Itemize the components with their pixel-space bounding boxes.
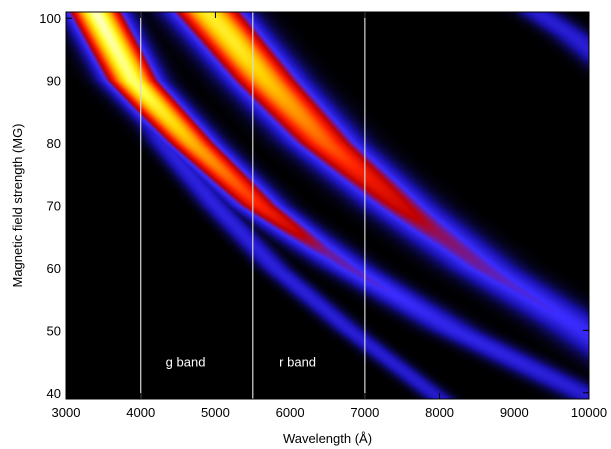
- x-tick-label: 8000: [425, 405, 454, 420]
- x-axis-title: Wavelength (Å): [283, 431, 372, 446]
- x-tick-label: 10000: [571, 405, 607, 420]
- x-tick-label: 6000: [276, 405, 305, 420]
- y-tick-label: 100: [39, 11, 61, 26]
- x-tick-label: 3000: [52, 405, 81, 420]
- y-tick-label: 80: [47, 136, 61, 151]
- y-axis-title: Magnetic field strength (MG): [10, 123, 25, 287]
- y-tick-label: 50: [47, 323, 61, 338]
- y-tick-label: 90: [47, 74, 61, 89]
- y-tick-label: 70: [47, 199, 61, 214]
- band-boundaries: [140, 12, 366, 399]
- heatmap-image: [66, 12, 589, 399]
- band-label: g band: [166, 355, 206, 370]
- plot-area: g band r band: [65, 11, 590, 400]
- x-tick-label: 9000: [500, 405, 529, 420]
- x-axis: 3000 4000 5000 6000 7000 8000 9000 10000: [52, 12, 607, 420]
- x-tick-label: 4000: [126, 405, 155, 420]
- x-tick-label: 7000: [350, 405, 379, 420]
- band-labels: g band r band: [166, 355, 316, 370]
- y-tick-label: 40: [47, 386, 61, 401]
- y-axis: 40 50 60 70 80 90 100: [39, 11, 589, 401]
- y-tick-label: 60: [47, 261, 61, 276]
- x-tick-label: 5000: [201, 405, 230, 420]
- band-label: r band: [279, 355, 316, 370]
